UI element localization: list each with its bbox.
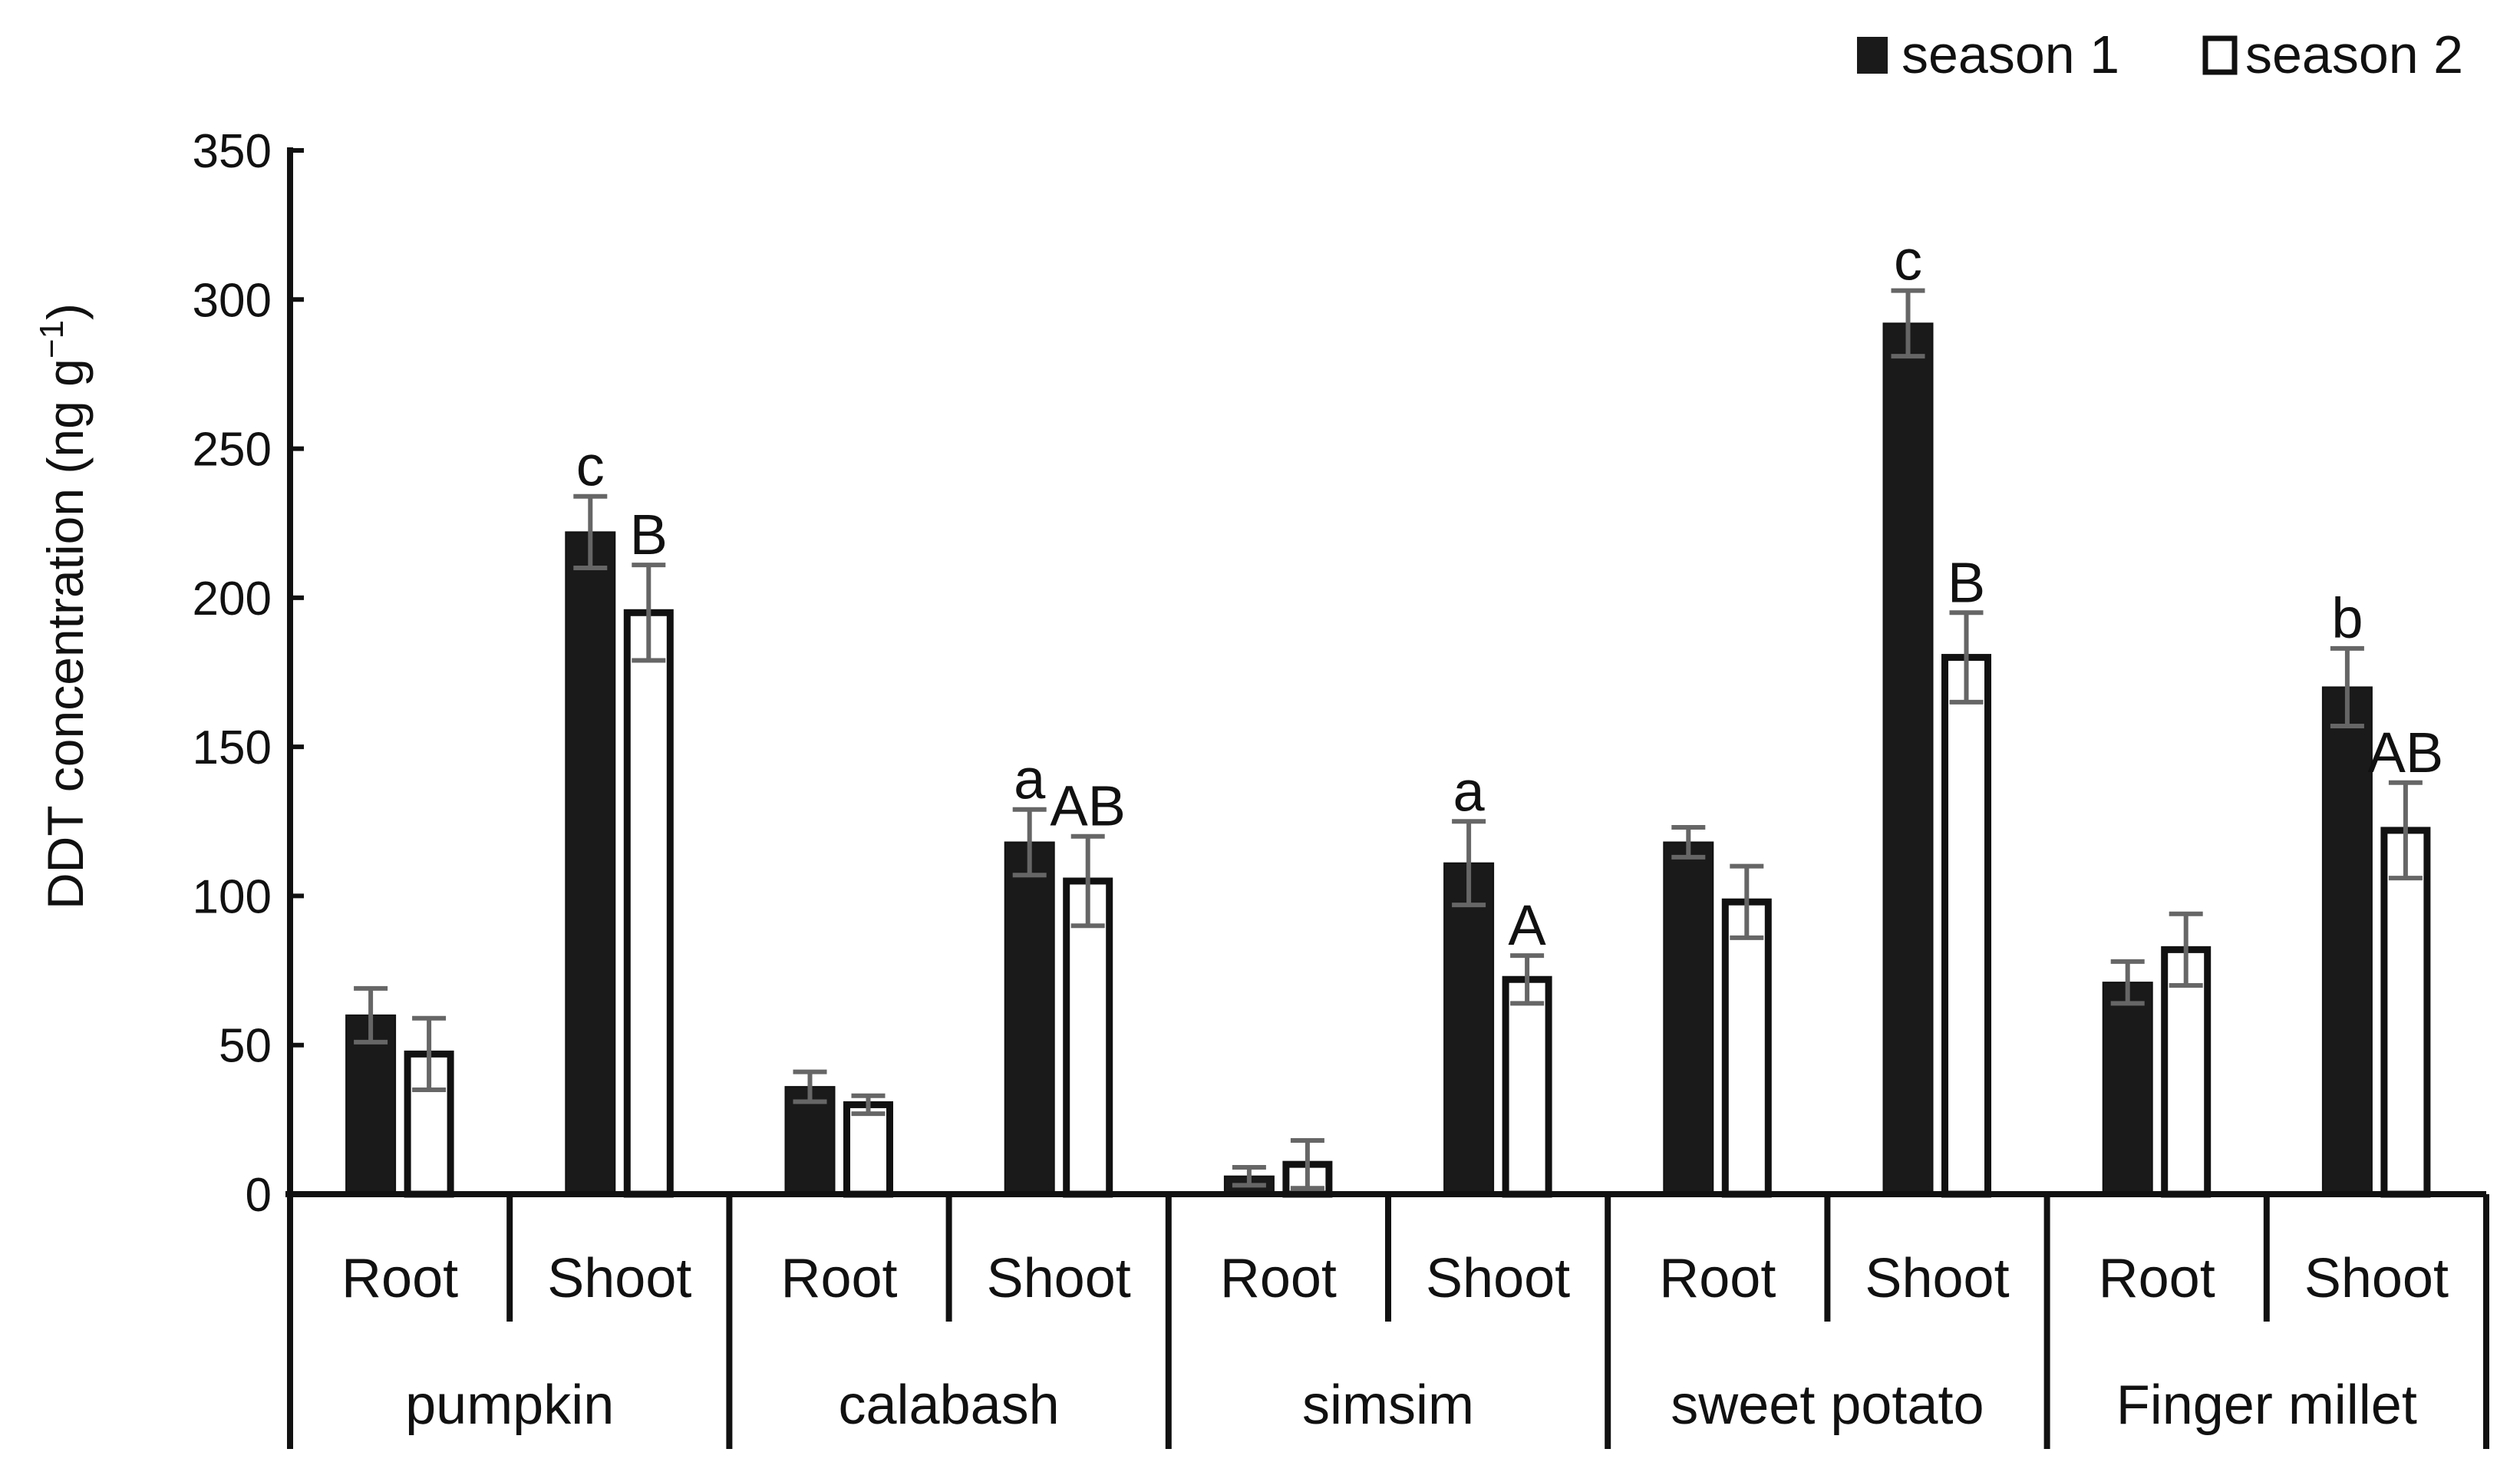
- significance-label: A: [1508, 893, 1546, 957]
- y-tick-label: 150: [193, 721, 272, 774]
- bar-season-2-1: [623, 609, 674, 1198]
- significance-label: AB: [2368, 721, 2444, 784]
- bar-season-2-9: [2380, 827, 2431, 1198]
- significance-label: B: [1948, 550, 1985, 614]
- x-category-label: Root: [341, 1248, 458, 1309]
- bar-season-2-5: [1502, 975, 1552, 1198]
- significance-label: B: [630, 503, 668, 566]
- bar-season-2-6: [1721, 898, 1772, 1198]
- bar-season-1-0: [345, 1014, 397, 1196]
- y-tick-label: 200: [193, 573, 272, 625]
- significance-label: c: [1894, 229, 1922, 292]
- x-category-label: Root: [2099, 1248, 2215, 1309]
- bar-season-1-3: [1004, 841, 1055, 1195]
- significance-label: AB: [1050, 774, 1126, 838]
- x-category-label: Shoot: [987, 1248, 1131, 1309]
- y-tick-label: 300: [193, 274, 272, 327]
- y-axis: 0 50 100 150 200 250 300 350: [193, 125, 304, 1449]
- bar-season-1-5: [1443, 862, 1495, 1195]
- significance-label: c: [576, 434, 605, 498]
- bar-season-2-7: [1941, 654, 1991, 1198]
- x-category-label: Root: [1659, 1248, 1776, 1309]
- x-category-label: Root: [1220, 1248, 1337, 1309]
- y-axis-title-superscript: −1: [33, 320, 71, 358]
- legend-swatch-season-2: [2202, 35, 2238, 75]
- y-axis-title-main: DDT concentration (ng g: [37, 358, 94, 909]
- x-group-label: simsim: [1302, 1375, 1474, 1436]
- x-group-label: Finger millet: [2116, 1375, 2417, 1436]
- bar-season-2-2: [843, 1101, 893, 1198]
- bar-season-1-8: [2102, 982, 2153, 1195]
- y-tick-label: 50: [219, 1020, 272, 1073]
- x-group-label: pumpkin: [405, 1375, 614, 1436]
- y-tick-label: 250: [193, 424, 272, 477]
- x-category-label: Shoot: [1865, 1248, 2009, 1309]
- significance-label: b: [2331, 586, 2363, 650]
- legend-label-season-1: season 1: [1902, 25, 2119, 84]
- legend-swatch-season-1: [1857, 37, 1888, 74]
- bar-season-1-1: [565, 531, 616, 1195]
- legend-label-season-2: season 2: [2245, 25, 2463, 84]
- x-category-label: Root: [780, 1248, 897, 1309]
- significance-label: a: [1453, 759, 1486, 823]
- x-category-label: Shoot: [2304, 1248, 2449, 1309]
- x-group-label: calabash: [838, 1375, 1059, 1436]
- bar-season-1-9: [2321, 686, 2373, 1195]
- bar-season-1-6: [1663, 841, 1714, 1195]
- y-axis-title: DDT concentration (ng g−1): [33, 303, 94, 909]
- y-axis-title-close: ): [37, 303, 94, 320]
- x-category-label: Shoot: [1426, 1248, 1570, 1309]
- bar-season-1-7: [1882, 322, 1934, 1195]
- significance-label: a: [1014, 748, 1046, 811]
- y-tick-label: 350: [193, 125, 272, 178]
- y-tick-label: 100: [193, 870, 272, 923]
- x-category-label: Shoot: [547, 1248, 691, 1309]
- x-group-label: sweet potato: [1671, 1375, 1984, 1436]
- legend: season 1 season 2: [1857, 25, 2463, 84]
- y-tick-label: 0: [246, 1169, 272, 1222]
- x-axis: Root Shoot Root Shoot Root Shoot Root Shoot Root…: [285, 1191, 2489, 1449]
